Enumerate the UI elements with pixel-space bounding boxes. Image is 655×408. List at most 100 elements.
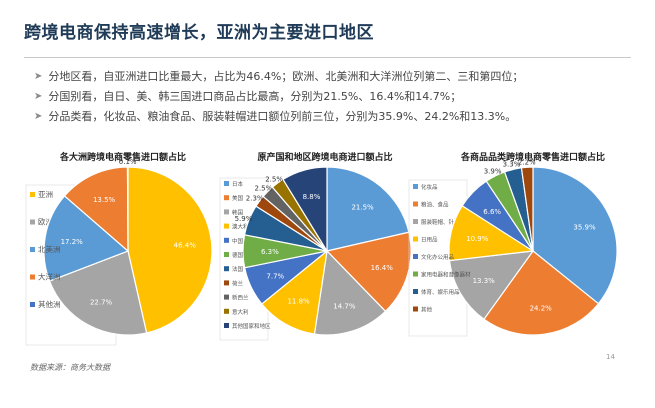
legend-label: 美国 [232, 194, 244, 202]
pie-slice [520, 166, 534, 252]
pie-data-label: 16.4% [371, 264, 394, 272]
pie-data-label: 24.2% [530, 305, 553, 313]
pie-data-label: 6.6% [483, 208, 501, 216]
legend-label: 德国 [232, 251, 244, 259]
legend-label: 澳大利亚 [232, 223, 255, 231]
pie-data-label: 2.2% [518, 158, 536, 166]
legend-swatch [413, 289, 418, 294]
pie-slice [63, 166, 129, 253]
legend-swatch [30, 247, 35, 252]
legend-swatch [224, 280, 229, 286]
legend-label: 韩国 [232, 208, 244, 216]
legend-swatch [413, 236, 418, 242]
legend-swatch [224, 252, 229, 257]
legend-label: 体育、娱乐用品 [421, 288, 460, 296]
bullet-text: 分国别看，自日、美、韩三国进口商品占比最高，分别为21.5%、16.4%和14.… [48, 90, 462, 103]
legend-swatch [224, 294, 229, 300]
data-source: 数据来源：商务大数据 [30, 363, 110, 372]
pie-slice [532, 166, 618, 305]
legend-label: 日本 [232, 180, 244, 188]
legend-swatch [413, 219, 418, 224]
legend-swatch [224, 323, 229, 328]
pie-slice [127, 166, 213, 334]
pie-data-label: 0.1% [119, 158, 137, 166]
legend-swatch [224, 266, 229, 272]
chart-title-countries: 原产国和地区跨境电商进口额占比 [257, 153, 393, 163]
pie-data-label: 22.7% [90, 298, 113, 306]
bullet-item: ➤ 分国别看，自日、美、韩三国进口商品占比最高，分别为21.5%、16.4%和1… [34, 86, 634, 106]
legend-swatch [224, 209, 229, 215]
pie-slice [313, 249, 387, 336]
pie-slice [483, 250, 600, 336]
legend-label: 新西兰 [232, 294, 249, 302]
legend-swatch [413, 306, 418, 312]
legend-swatch [30, 274, 35, 280]
legend-label: 中国 [232, 237, 244, 245]
legend-label: 意大利 [232, 308, 249, 316]
legend-label: 亚洲 [38, 190, 53, 199]
legend-label: 其他国家和地区 [232, 322, 271, 330]
legend-label: 北美洲 [38, 244, 61, 254]
slide-title: 跨境电商保持高速增长，亚洲为主要进口地区 [24, 23, 374, 43]
pie-slice [326, 166, 410, 252]
pie-data-label: 3.9% [484, 168, 502, 176]
pie-slice [325, 231, 412, 313]
pie-slice [260, 249, 328, 335]
bullet-text: 分地区看，自亚洲进口比重最大，占比为46.4%；欧洲、北美洲和大洋洲位列第二、三… [48, 70, 524, 83]
title-divider [24, 57, 631, 58]
page-number: 14 [606, 353, 615, 361]
bullet-item: ➤ 分地区看，自亚洲进口比重最大，占比为46.4%；欧洲、北美洲和大洋洲位列第二… [34, 66, 634, 86]
legend-swatch [30, 302, 35, 307]
bullet-list: ➤ 分地区看，自亚洲进口比重最大，占比为46.4%；欧洲、北美洲和大洋洲位列第二… [34, 66, 634, 126]
legend-label: 文化办公用品 [421, 253, 455, 261]
legend-label: 其他洲 [38, 299, 61, 309]
pie-data-label: 21.5% [351, 203, 374, 211]
legend-label: 化妆品 [421, 183, 438, 191]
pie-data-label: 2.5% [265, 175, 283, 183]
legend-label: 服装鞋帽、针纺织品 [421, 218, 471, 226]
pie-slice [43, 195, 130, 282]
pie-data-label: 7.7% [266, 272, 284, 280]
legend-label: 大洋洲 [38, 272, 61, 282]
legend-label: 家用电器和音像器材 [421, 271, 471, 279]
pie-data-label: 6.3% [261, 248, 279, 256]
chevron-right-icon: ➤ [34, 110, 43, 122]
chart-title-continents: 各大洲跨境电商零售进口额占比 [59, 153, 187, 163]
pie-data-label: 8.8% [303, 193, 321, 201]
legend-swatch [413, 184, 418, 189]
legend-swatch [224, 237, 229, 243]
legend-swatch [224, 181, 229, 186]
pie-data-label: 3.3% [503, 161, 521, 169]
legend-label: 荷兰 [232, 279, 244, 287]
legend-swatch [30, 192, 35, 197]
pie-data-label: 10.9% [466, 235, 489, 243]
legend-label: 其他 [421, 306, 433, 314]
legend-label: 粮油、食品 [421, 201, 449, 209]
legend-label: 日用品 [421, 237, 438, 244]
legend-label: 欧洲 [38, 217, 53, 227]
pie-data-label: 35.9% [573, 223, 596, 231]
bullet-text: 分品类看，化妆品、粮油食品、服装鞋帽进口额位列前三位，分别为35.9%、24.2… [48, 110, 517, 123]
legend-label: 法国 [232, 265, 244, 273]
legend-swatch [224, 195, 229, 201]
pie-slice [448, 250, 535, 321]
chart-title-categories: 各商品品类跨境电商零售进口额占比 [460, 153, 606, 163]
pie-data-label: 17.2% [61, 238, 84, 246]
legend-swatch [224, 308, 229, 314]
pie-data-label: 46.4% [174, 242, 197, 250]
pie-data-label: 5.9% [235, 215, 253, 223]
pie-data-label: 13.3% [473, 277, 496, 285]
pie-slice [282, 166, 328, 254]
pie-data-label: 2.5% [255, 184, 273, 192]
legend-swatch [413, 201, 418, 207]
pie-data-label: 14.7% [333, 302, 356, 310]
legend-swatch [413, 271, 418, 277]
pie-data-label: 11.8% [287, 298, 310, 306]
pie-data-label: 2.3% [246, 195, 264, 203]
legend-swatch [224, 223, 229, 229]
chevron-right-icon: ➤ [34, 70, 43, 82]
pie-slice [126, 166, 129, 252]
legend-swatch [413, 254, 418, 259]
chevron-right-icon: ➤ [34, 90, 43, 102]
